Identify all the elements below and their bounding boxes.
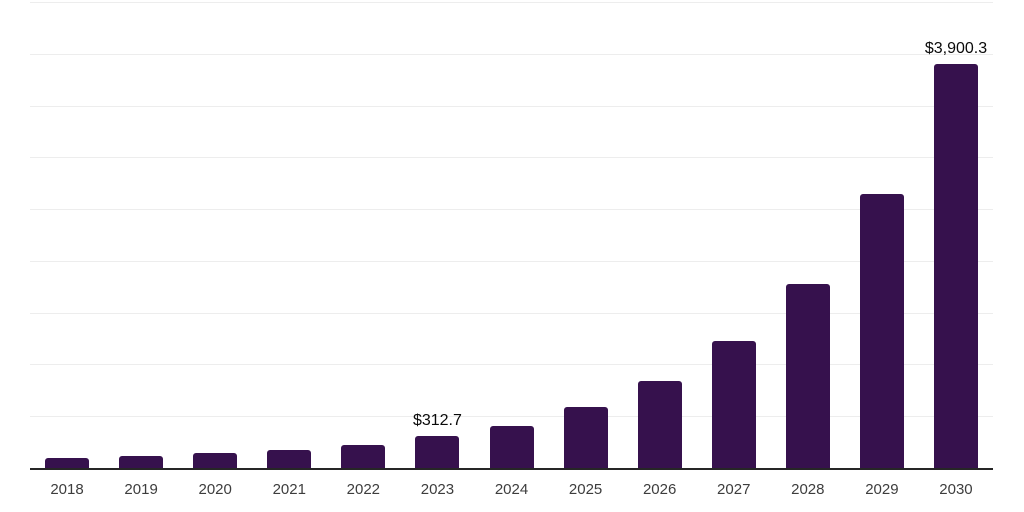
gridline (30, 260, 993, 262)
bar-2029 (859, 194, 904, 468)
gridline (30, 312, 993, 314)
bar-2021 (267, 449, 312, 468)
bar-2022 (341, 445, 386, 468)
gridline (30, 364, 993, 366)
bar-2025 (563, 407, 608, 468)
bar-2024 (489, 425, 534, 468)
bar-slot-2025 (549, 2, 623, 468)
bar-slot-2024 (474, 2, 548, 468)
gridline (30, 209, 993, 211)
bar-slot-2030: $3,900.3 (919, 2, 993, 468)
bar-slot-2026 (623, 2, 697, 468)
bar-slot-2022 (326, 2, 400, 468)
bar-value-label-2030: $3,900.3 (924, 40, 988, 58)
bar-slot-2018 (30, 2, 104, 468)
gridline (30, 2, 993, 3)
bar-slot-2021 (252, 2, 326, 468)
x-tick-label-2025: 2025 (568, 481, 603, 498)
bar-slot-2027 (697, 2, 771, 468)
x-tick-label-2024: 2024 (494, 481, 529, 498)
bar-2030 (933, 64, 978, 468)
bar-2026 (637, 380, 682, 468)
gridline (30, 53, 993, 55)
gridline (30, 105, 993, 107)
plot-area: $312.7 $3,900.3 (30, 2, 993, 470)
x-tick-label-2023: 2023 (420, 481, 455, 498)
x-tick-label-2019: 2019 (124, 481, 158, 498)
bar-2018 (45, 457, 90, 468)
bar-slot-2029 (845, 2, 919, 468)
x-axis-line (30, 468, 993, 470)
bar-2027 (711, 341, 756, 468)
x-tick-label-2029: 2029 (865, 481, 899, 498)
x-tick-label-2027: 2027 (717, 481, 751, 498)
x-tick-label-2026: 2026 (642, 481, 677, 498)
bar-slot-2020 (178, 2, 252, 468)
bar-slot-2019 (104, 2, 178, 468)
x-tick-label-2020: 2020 (198, 481, 232, 498)
x-tick-label-2028: 2028 (791, 481, 825, 498)
x-tick-label-2018: 2018 (50, 481, 84, 498)
gridline (30, 157, 993, 159)
x-tick-label-2022: 2022 (346, 481, 381, 498)
x-axis-tick-labels: 2018 2019 2020 2021 2022 2023 2024 2025 2026 2027… (30, 480, 993, 500)
bar-2023 (415, 435, 460, 468)
bar-2019 (119, 455, 164, 468)
bar-slot-2023: $312.7 (400, 2, 474, 468)
x-tick-label-2021: 2021 (272, 481, 306, 498)
bar-2020 (193, 453, 238, 468)
x-tick-label-2030: 2030 (939, 481, 973, 498)
bar-slot-2028 (771, 2, 845, 468)
bar-2028 (785, 283, 830, 468)
bar-series: $312.7 $3,900.3 (30, 2, 993, 468)
gridline (30, 416, 993, 418)
bar-value-label-2023: $312.7 (412, 411, 462, 429)
